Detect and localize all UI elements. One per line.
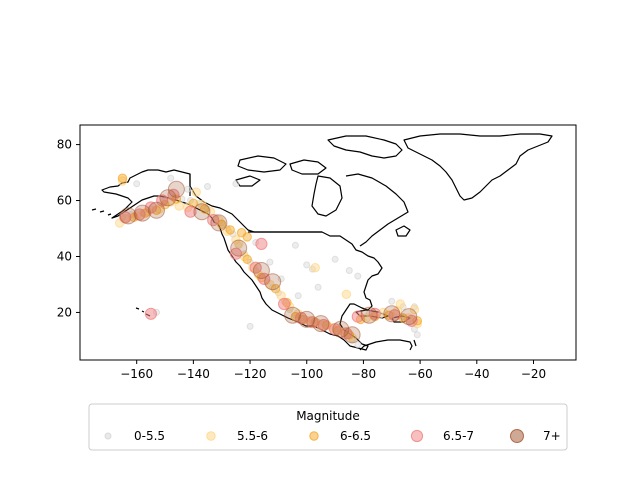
data-point-7+ xyxy=(133,204,151,222)
data-point-5_5_6 xyxy=(191,187,201,197)
arctic-island-southampton xyxy=(235,175,261,187)
x-tick-label: −120 xyxy=(234,367,267,381)
data-point-7+ xyxy=(343,326,361,344)
legend-title: Magnitude xyxy=(296,409,360,423)
x-axis: −160 −140 −120 −100 −80 −60 −40 −20 xyxy=(120,360,546,381)
data-point-6_5_7 xyxy=(184,205,197,218)
scatter-layer xyxy=(115,173,422,349)
legend-marker xyxy=(410,429,424,443)
data-point-6_5_7 xyxy=(278,297,291,311)
data-point-0_5_5 xyxy=(266,258,274,266)
data-point-0_5_5 xyxy=(331,255,339,263)
data-point-0_5_5 xyxy=(184,185,192,193)
arctic-island-ellesmere xyxy=(289,159,327,175)
data-point-5_5_6 xyxy=(117,176,128,186)
aleutian-islands xyxy=(91,208,112,216)
greenland-outline xyxy=(403,133,553,201)
data-point-0_5_5 xyxy=(291,241,299,249)
x-tick-label: −20 xyxy=(521,367,546,381)
y-tick-label: 40 xyxy=(57,249,72,263)
data-point-7+ xyxy=(148,201,165,219)
arctic-island-baffin xyxy=(327,135,403,159)
data-point-6_5_7 xyxy=(144,307,157,320)
data-point-0_5_5 xyxy=(294,292,302,300)
legend-items: 0-5.5 5.5-6 6-6.5 6.5-7 7+ xyxy=(104,429,561,443)
data-point-0_5_5 xyxy=(388,297,396,305)
newfoundland-outline xyxy=(395,225,411,237)
axes-frame xyxy=(79,124,577,361)
data-point-6_6_5 xyxy=(225,225,235,235)
data-point-0_5_5 xyxy=(246,322,254,330)
data-point-7+ xyxy=(332,320,350,338)
data-point-5_5_6 xyxy=(409,304,420,315)
x-tick-label: −140 xyxy=(177,367,210,381)
data-point-7+ xyxy=(167,180,185,198)
data-point-6_6_5 xyxy=(242,254,252,264)
data-point-7+ xyxy=(312,315,330,333)
data-point-6_6_5 xyxy=(242,232,252,242)
data-point-7+ xyxy=(298,310,316,328)
data-point-7+ xyxy=(264,273,282,291)
data-point-7+ xyxy=(230,239,248,257)
data-point-0_5_5 xyxy=(413,331,421,339)
data-point-6_5_7 xyxy=(368,307,381,320)
x-tick-label: −160 xyxy=(120,367,153,381)
data-point-5_5_6 xyxy=(395,299,405,309)
x-tick-label: −80 xyxy=(351,367,376,381)
data-point-0_5_5 xyxy=(354,341,362,349)
data-point-6_5_7 xyxy=(351,310,364,323)
data-point-0_5_5 xyxy=(232,180,240,188)
data-point-7+ xyxy=(400,308,418,326)
x-tick-label: −60 xyxy=(407,367,432,381)
y-tick-label: 60 xyxy=(57,194,72,208)
arctic-island-victoria xyxy=(237,155,287,173)
legend-marker xyxy=(104,432,112,440)
hudson-bay-outline xyxy=(311,175,343,217)
data-point-7+ xyxy=(119,207,137,225)
data-point-7+ xyxy=(360,306,378,324)
legend: Magnitude 0-5.5 5.5-6 6-6.5 6.5-7 7+ xyxy=(88,403,568,451)
x-tick-label: −40 xyxy=(464,367,489,381)
x-tick-label: −100 xyxy=(290,367,323,381)
data-point-0_5_5 xyxy=(133,180,141,188)
legend-label: 6.5-7 xyxy=(443,429,474,443)
data-point-5_5_6 xyxy=(310,263,320,273)
data-point-0_5_5 xyxy=(345,267,353,274)
data-point-0_5_5 xyxy=(204,183,211,190)
coastline-map xyxy=(91,133,553,351)
data-point-7+ xyxy=(284,306,302,324)
legend-marker xyxy=(206,431,216,441)
legend-marker xyxy=(309,431,319,441)
data-point-7+ xyxy=(210,214,228,232)
data-point-5_5_6 xyxy=(341,289,352,299)
data-point-6_5_7 xyxy=(405,314,418,327)
data-point-7+ xyxy=(252,262,270,279)
data-point-0_5_5 xyxy=(314,283,322,291)
south-america-top xyxy=(359,339,417,351)
y-tick-label: 20 xyxy=(57,305,72,319)
y-axis: 20 40 60 80 xyxy=(57,138,80,319)
data-point-6_6_5 xyxy=(117,173,128,183)
legend-label: 5.5-6 xyxy=(237,429,268,443)
data-point-0_5_5 xyxy=(167,174,175,182)
y-tick-label: 80 xyxy=(57,138,72,152)
data-point-0_5_5 xyxy=(354,272,362,280)
legend-label: 7+ xyxy=(543,429,561,443)
data-point-6_5_7 xyxy=(255,237,268,250)
data-point-0_5_5 xyxy=(303,261,311,269)
labrador-coast xyxy=(345,173,409,247)
data-point-7+ xyxy=(193,203,211,221)
legend-label: 6-6.5 xyxy=(340,429,371,443)
legend-marker xyxy=(510,429,524,443)
legend-label: 0-5.5 xyxy=(134,429,165,443)
data-point-7+ xyxy=(383,305,401,323)
